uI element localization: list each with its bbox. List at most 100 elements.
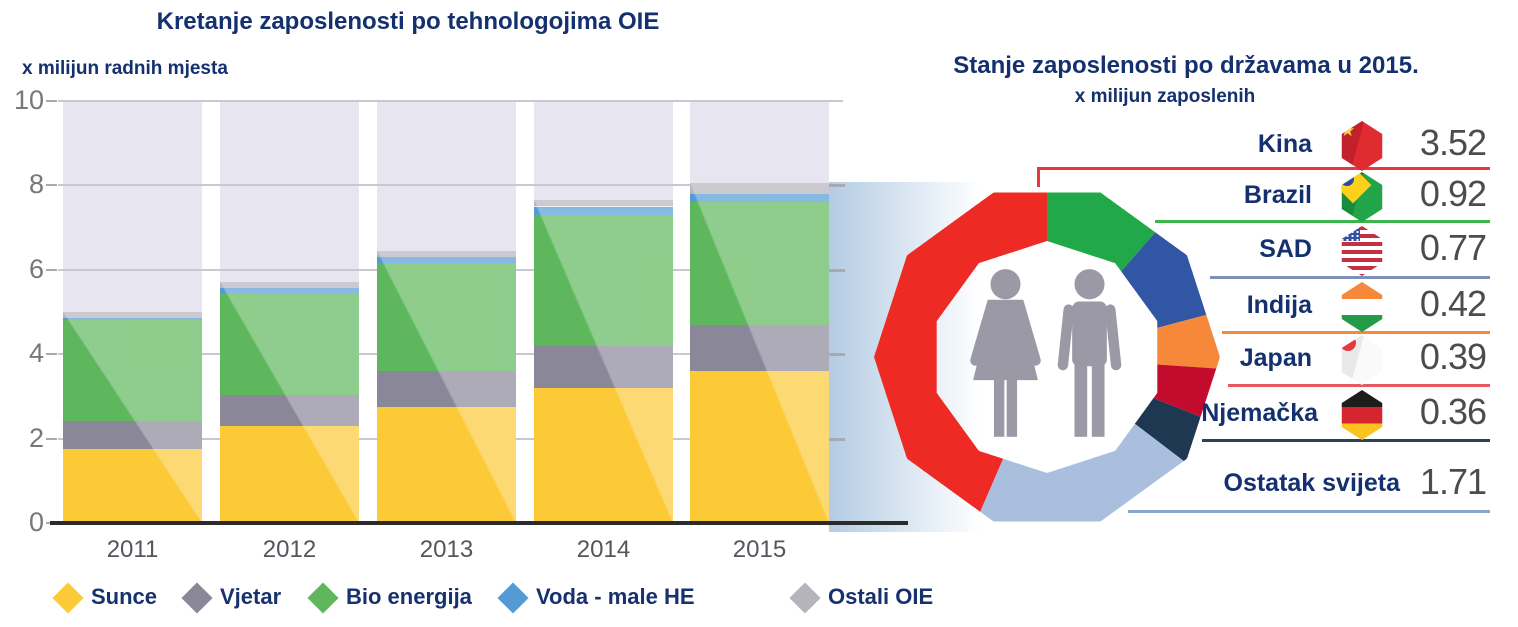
bar-stack-2012: [220, 282, 359, 523]
country-value-brazil: 0.92: [1419, 173, 1487, 214]
bar-plot-area: [58, 100, 908, 523]
man-icon: [1057, 269, 1122, 437]
y-tick-label-6: 6: [28, 253, 44, 284]
bar-segment-sunce-2011: [63, 449, 202, 523]
x-tick-label-2013: 2013: [419, 536, 474, 563]
ring-segment-ostatak-svijeta: [980, 423, 1184, 522]
bar-stack-2014: [534, 200, 673, 523]
country-label-japan: Japan: [1239, 344, 1312, 372]
country-value-japan: 0.39: [1419, 336, 1487, 377]
ring-segment-indija: [1157, 314, 1220, 369]
bar-segment-ostali-oie-2014: [534, 200, 673, 207]
country-value-kina: 3.52: [1419, 122, 1487, 163]
bar-gloss-overlay: [63, 312, 202, 523]
legend-label: Ostali OIE: [828, 584, 934, 609]
right-tick-6: [829, 268, 845, 272]
bar-segment-vjetar-2014: [534, 345, 673, 388]
bar-chart-title: Kretanje zaposlenosti po tehnologojima O…: [156, 8, 660, 35]
bar-stack-2015: [690, 183, 829, 523]
legend-label: Vjetar: [220, 584, 282, 609]
y-tick-dash-10: [46, 100, 57, 102]
connector-line-ostatak-svijeta: [1128, 510, 1490, 513]
bar-segment-bio-energija-2015: [690, 202, 829, 325]
bar-gloss-overlay: [220, 282, 359, 523]
gridline-8: [58, 184, 843, 187]
y-tick-dash-6: [46, 268, 57, 271]
bar-segment-vjetar-2013: [377, 371, 516, 407]
y-tick-label-0: 0: [28, 507, 44, 537]
connector-stub-kina: [1037, 167, 1040, 187]
x-tick-label-2011: 2011: [106, 536, 159, 563]
bar-segment-voda-male-he-2014: [534, 206, 673, 215]
ring-segment-njema-ka: [1134, 398, 1201, 461]
bar-segment-bio-energija-2014: [534, 214, 673, 346]
ring-segment-japan: [1153, 364, 1217, 417]
legend-label: Bio energija: [346, 584, 472, 609]
country-value-ostatak-svijeta: 1.71: [1419, 461, 1487, 502]
bar-segment-ostali-oie-2012: [220, 282, 359, 289]
ring-segment-kina: [874, 192, 1047, 512]
x-tick-label-2014: 2014: [576, 536, 631, 563]
x-tick-label-2015: 2015: [732, 536, 787, 563]
bar-gloss-overlay: [690, 183, 829, 523]
woman-icon: [970, 269, 1041, 437]
country-label-sad: SAD: [1259, 235, 1312, 263]
country-label-brazil: Brazil: [1243, 181, 1312, 209]
country-label-kina: Kina: [1257, 130, 1312, 158]
x-tick-label-2012: 2012: [262, 536, 317, 563]
right-tick-4: [829, 353, 845, 357]
bar-segment-sunce-2014: [534, 387, 673, 523]
legend-label: Voda - male HE: [536, 584, 695, 609]
y-axis: 10 8 6 4 2 0: [0, 0, 60, 627]
country-label-njema-ka: Njemačka: [1201, 399, 1318, 427]
bar-segment-voda-male-he-2011: [63, 318, 202, 321]
y-tick-label-4: 4: [28, 338, 44, 369]
y-tick-dash-4: [46, 353, 57, 356]
bar-segment-sunce-2015: [690, 371, 829, 523]
y-tick-dash-2: [46, 437, 57, 440]
bar-segment-ostali-oie-2015: [690, 183, 829, 194]
country-value-sad: 0.77: [1419, 227, 1487, 268]
bar-segment-ostali-oie-2011: [63, 312, 202, 319]
bar-segment-voda-male-he-2015: [690, 193, 829, 203]
bar-segment-vjetar-2015: [690, 324, 829, 372]
decagon-ring-chart: [874, 192, 1220, 522]
connector-line-indija: [1222, 331, 1490, 334]
bar-gloss-overlay: [534, 200, 673, 523]
ring-chart-title: Stanje zaposlenosti po državama u 2015.: [953, 52, 1419, 79]
bar-stack-2013: [377, 250, 516, 523]
country-label-indija: Indija: [1246, 291, 1312, 319]
bar-segment-sunce-2013: [377, 406, 516, 523]
connector-line-sad: [1210, 276, 1490, 279]
ring-chart-unit-label: x milijun zaposlenih: [1074, 86, 1256, 107]
legend-label: Sunce: [91, 584, 158, 609]
country-value-indija: 0.42: [1419, 283, 1487, 324]
bar-segment-vjetar-2012: [220, 395, 359, 426]
connector-line-japan: [1228, 384, 1490, 387]
y-tick-dash-8: [46, 184, 57, 187]
bar-segment-voda-male-he-2013: [377, 257, 516, 264]
ring-segment-sad: [1121, 232, 1207, 328]
ring-segment-brazil: [1047, 192, 1156, 272]
bar-chart-legend: Sunce Vjetar Bio energija Voda - male HE Ost…: [0, 582, 1000, 618]
right-tick-8: [829, 184, 845, 188]
connector-line-kina: [1037, 167, 1490, 170]
x-axis-labels: 2011 2012 2013 2014 2015: [58, 534, 908, 568]
right-tick-2: [829, 437, 845, 441]
country-value-njema-ka: 0.36: [1419, 391, 1487, 432]
gridline-10: [58, 100, 843, 102]
y-tick-label-2: 2: [28, 422, 44, 453]
bar-segment-bio-energija-2012: [220, 293, 359, 396]
connector-line-njema-ka: [1202, 439, 1490, 442]
bar-segment-voda-male-he-2012: [220, 288, 359, 294]
bar-segment-vjetar-2011: [63, 420, 202, 450]
bar-gloss-overlay: [377, 250, 516, 523]
bar-segment-ostali-oie-2013: [377, 250, 516, 258]
bar-stack-2011: [63, 312, 202, 523]
bar-chart-y-axis-label: x milijun radnih mjesta: [22, 58, 228, 79]
y-tick-label-10: 10: [13, 85, 44, 115]
bar-segment-bio-energija-2011: [63, 320, 202, 421]
y-tick-label-8: 8: [28, 169, 44, 200]
